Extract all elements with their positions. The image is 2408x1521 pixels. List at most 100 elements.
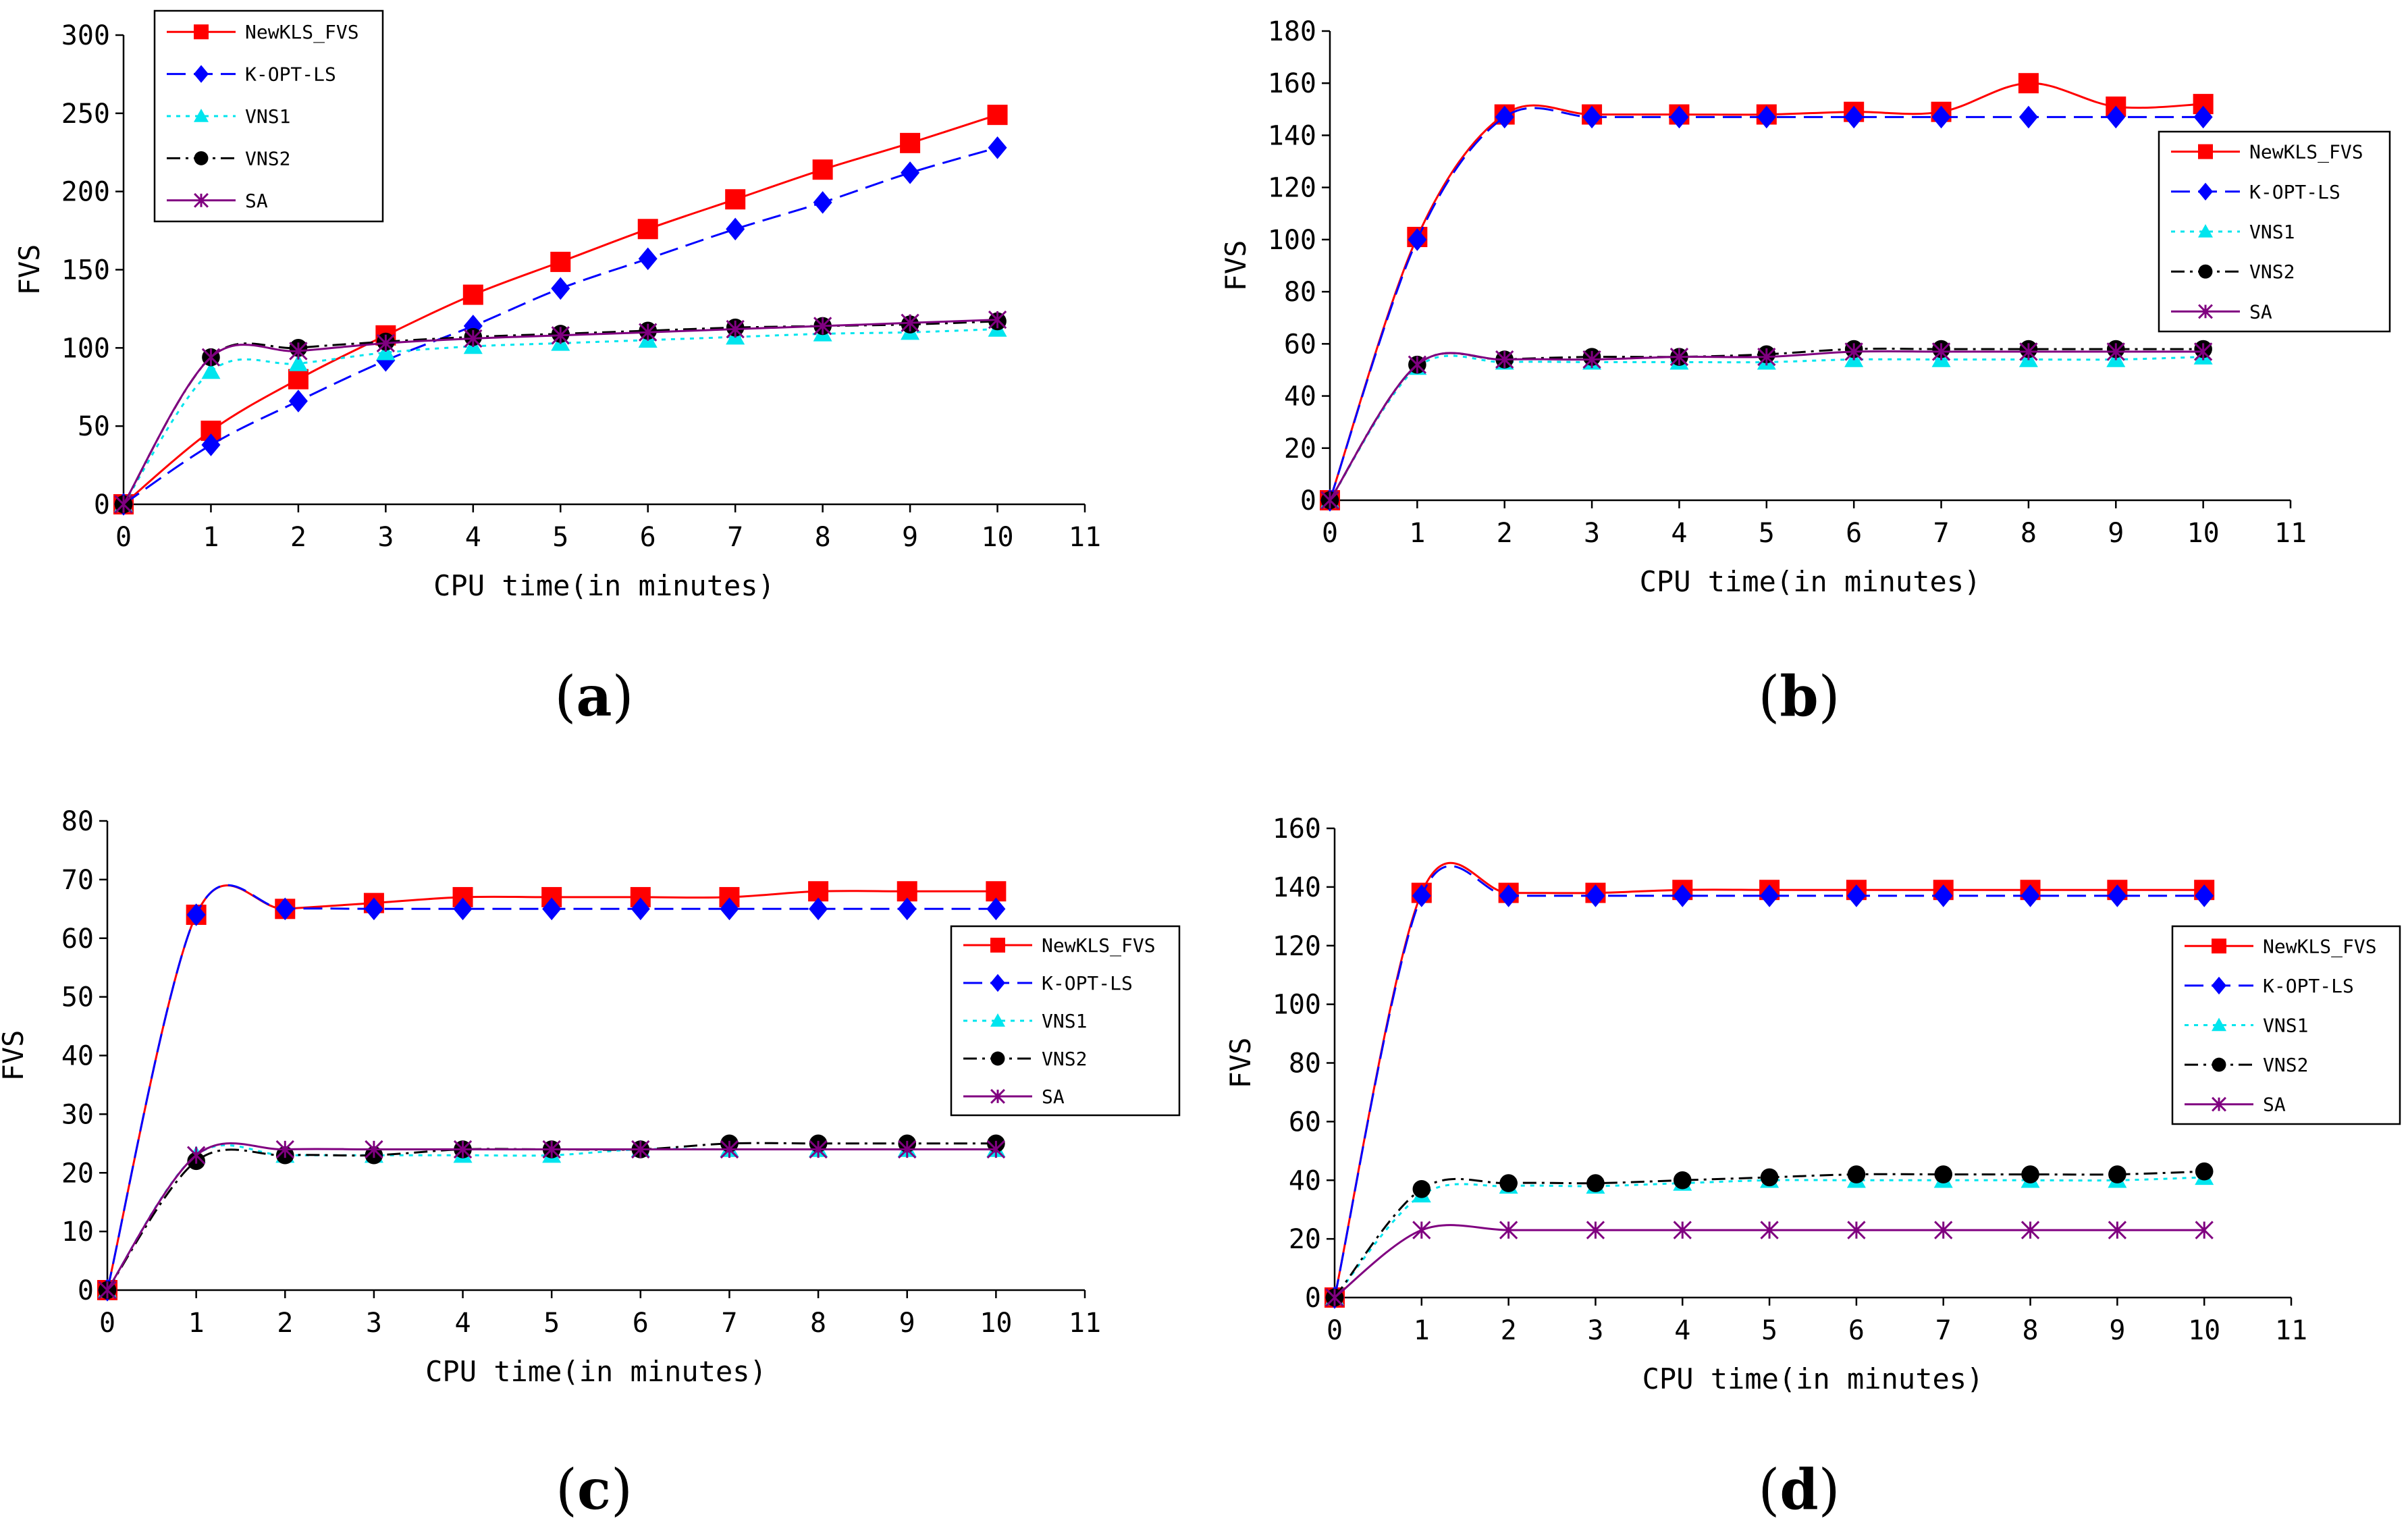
point-sa: [275, 1140, 294, 1159]
point-vns1: [201, 362, 221, 379]
x-tick-label: 4: [1674, 1315, 1690, 1346]
point-sa: [542, 1140, 561, 1159]
legend-marker-k-opt-ls: [2198, 182, 2213, 201]
panel-label-close: ): [1819, 1458, 1840, 1521]
point-sa: [1844, 342, 1863, 361]
point-sa: [1499, 1221, 1518, 1239]
point-sa: [551, 326, 570, 345]
point-newkls-fvs: [637, 219, 658, 240]
point-newkls-fvs: [812, 159, 833, 180]
series-line-vns1: [1333, 1176, 2205, 1298]
point-newkls-fvs: [725, 189, 746, 210]
x-tick-label: 6: [640, 522, 656, 553]
point-sa: [2019, 342, 2038, 361]
x-axis-label: CPU time(in minutes): [425, 1355, 767, 1388]
legend-label-k-opt-ls: K-OPT-LS: [1042, 972, 1133, 994]
y-tick-label: 160: [1268, 68, 1316, 99]
point-sa: [2195, 1221, 2214, 1239]
x-tick-label: 1: [1414, 1315, 1430, 1346]
y-tick-label: 10: [61, 1217, 94, 1248]
x-tick-label: 8: [2022, 1315, 2038, 1346]
x-tick-label: 3: [1584, 518, 1600, 549]
x-tick-label: 3: [377, 522, 394, 553]
y-tick-label: 60: [1284, 329, 1316, 360]
panel-c: 0 10 20 30 40 50 60 70 80 0 1 2 3 4 5 6 7 8 9 10 11 CPU time(…: [0, 806, 1181, 1521]
x-tick-label: 3: [366, 1308, 382, 1339]
point-sa: [639, 323, 658, 342]
x-tick-label: 10: [2188, 1315, 2220, 1346]
legend-marker-vns1: [2198, 224, 2213, 238]
y-axis-label: FVS: [13, 244, 46, 296]
point-sa: [186, 1146, 206, 1165]
x-tick-label: 7: [721, 1308, 737, 1339]
legend-box: [2158, 130, 2391, 333]
y-tick-label: 50: [61, 982, 94, 1013]
legend-label-k-opt-ls: K-OPT-LS: [2263, 975, 2354, 997]
x-tick-label: 11: [2274, 518, 2307, 549]
x-tick-label: 0: [115, 522, 132, 553]
legend-label-newkls-fvs: NewKLS_FVS: [2263, 935, 2377, 958]
x-tick-label: 0: [99, 1308, 115, 1339]
point-vns2: [1673, 1171, 1692, 1190]
point-vns2: [1499, 1174, 1518, 1192]
point-sa: [376, 333, 396, 353]
series-line-sa: [122, 319, 998, 505]
y-tick-label: 30: [61, 1099, 94, 1130]
panel-label-letter: a: [576, 664, 612, 729]
point-sa: [2021, 1221, 2040, 1239]
legend-marker-vns2: [194, 151, 209, 165]
y-tick-label: 40: [1289, 1165, 1321, 1196]
x-tick-label: 3: [1587, 1315, 1603, 1346]
point-k-opt-ls: [1669, 105, 1689, 129]
point-newkls-fvs: [987, 105, 1008, 126]
point-k-opt-ls: [1844, 105, 1864, 129]
point-k-opt-ls: [2018, 105, 2038, 129]
y-tick-label: 180: [1268, 16, 1316, 47]
point-sa: [986, 1140, 1006, 1159]
legend-label-newkls-fvs: NewKLS_FVS: [2249, 141, 2363, 164]
point-k-opt-ls: [364, 897, 383, 921]
point-vns2: [1412, 1179, 1431, 1198]
point-sa: [1408, 355, 1427, 374]
x-tick-label: 4: [465, 522, 481, 553]
point-k-opt-ls: [1931, 105, 1951, 129]
series-line-vns2: [106, 1142, 996, 1291]
point-sa: [1847, 1221, 1866, 1239]
point-k-opt-ls: [1757, 105, 1776, 129]
y-tick-label: 100: [1273, 990, 1321, 1021]
x-tick-label: 7: [727, 522, 743, 553]
point-newkls-fvs: [2018, 73, 2039, 94]
y-tick-label: 80: [1284, 277, 1316, 308]
series-line-sa: [1329, 350, 2203, 501]
x-tick-label: 10: [981, 522, 1013, 553]
point-k-opt-ls: [1412, 884, 1431, 907]
y-tick-label: 70: [61, 865, 94, 896]
y-tick-label: 100: [1268, 225, 1316, 256]
point-sa: [809, 1140, 828, 1159]
legend-label-newkls-fvs: NewKLS_FVS: [1042, 934, 1156, 957]
legend-label-sa: SA: [2249, 300, 2272, 323]
legend-marker-vns1: [990, 1013, 1005, 1027]
y-tick-label: 60: [1289, 1106, 1321, 1138]
y-tick-label: 140: [1273, 872, 1321, 903]
point-k-opt-ls: [2021, 884, 2040, 907]
y-tick-label: 20: [1289, 1224, 1321, 1255]
point-k-opt-ls: [1582, 105, 1602, 129]
point-sa: [1325, 1288, 1344, 1307]
y-tick-label: 150: [61, 255, 110, 286]
point-sa: [365, 1140, 383, 1159]
x-tick-label: 8: [815, 522, 831, 553]
panel-label: (d): [1758, 1458, 1840, 1521]
legend-label-vns2: VNS2: [2263, 1054, 2308, 1076]
legend-marker-vns1: [2212, 1017, 2226, 1032]
y-axis-label: FVS: [0, 1030, 30, 1082]
point-k-opt-ls: [453, 897, 473, 921]
x-tick-label: 9: [899, 1308, 915, 1339]
point-k-opt-ls: [1495, 105, 1514, 129]
x-tick-label: 5: [1761, 1315, 1777, 1346]
point-vns2: [2195, 1162, 2214, 1181]
point-sa: [901, 313, 919, 332]
legend-label-sa: SA: [1042, 1086, 1065, 1108]
legend-marker-k-opt-ls: [2212, 976, 2226, 995]
legend-label-vns2: VNS2: [1042, 1048, 1087, 1070]
